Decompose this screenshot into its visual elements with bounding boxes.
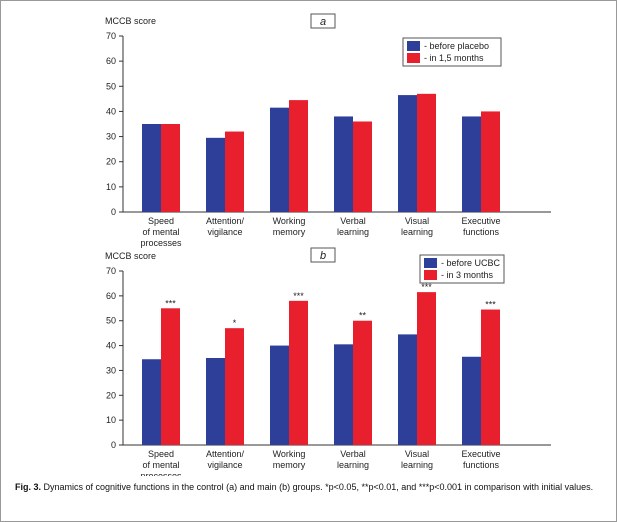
bar (481, 309, 500, 445)
x-tick-label: Verbal learning (337, 449, 369, 470)
legend-label: - before placebo (424, 41, 489, 51)
y-tick-label: 0 (111, 207, 116, 217)
y-tick-label: 30 (106, 132, 116, 142)
panel-label-box (310, 13, 336, 29)
y-tick-label: 40 (106, 106, 116, 116)
legend-label: - in 3 months (441, 270, 494, 280)
bar (462, 356, 481, 445)
x-tick-label: Visual learning (401, 216, 433, 237)
panel-label: b (320, 250, 326, 262)
bar (161, 124, 180, 212)
caption-label: Fig. 3. (15, 482, 42, 492)
panel-label-box (310, 247, 336, 263)
x-tick-label: Working memory (273, 449, 306, 470)
significance: *** (293, 291, 304, 301)
y-tick-label: 0 (111, 440, 116, 450)
caption-text: Dynamics of cognitive functions in the c… (43, 482, 594, 492)
bar (353, 121, 372, 212)
significance: * (233, 318, 237, 328)
y-axis-label: MCCB score (105, 16, 156, 26)
bar (417, 93, 436, 212)
bar (334, 344, 353, 445)
y-tick-label: 70 (106, 31, 116, 41)
legend-swatch (407, 53, 420, 63)
y-tick-label: 10 (106, 182, 116, 192)
bar (142, 359, 161, 445)
significance: *** (165, 298, 176, 308)
bar (206, 137, 225, 212)
legend-label: - in 1,5 months (424, 53, 484, 63)
bar (225, 328, 244, 445)
significance: ** (359, 311, 367, 321)
bar (289, 300, 308, 445)
y-axis-label: MCCB score (105, 251, 156, 261)
y-tick-label: 50 (106, 316, 116, 326)
x-tick-label: Working memory (273, 216, 306, 237)
x-tick-label: Executive functions (461, 216, 500, 237)
y-tick-label: 10 (106, 415, 116, 425)
y-tick-label: 20 (106, 157, 116, 167)
bar (289, 100, 308, 212)
legend-swatch (407, 41, 420, 51)
significance: *** (421, 282, 432, 292)
charts: MCCB score a 0 10 20 30 40 50 60 70 Speed of mental… (105, 13, 551, 481)
x-tick-label: Attention/vigilance (206, 449, 245, 470)
x-tick-label: Speed of mental processes (140, 449, 182, 476)
panel-label: a (320, 16, 326, 28)
x-tick-label: Verbal learning (337, 216, 369, 237)
legend-swatch (424, 258, 437, 268)
y-tick-label: 20 (106, 390, 116, 400)
x-tick-label: Attention/vigilance (206, 216, 245, 237)
bar (206, 358, 225, 445)
bar (481, 111, 500, 212)
bar (417, 292, 436, 445)
x-tick-label: Executive functions (461, 449, 500, 470)
bar (398, 95, 417, 212)
bar (398, 334, 417, 445)
bar (270, 345, 289, 445)
y-tick-label: 60 (106, 56, 116, 66)
y-tick-label: 40 (106, 341, 116, 351)
significance: *** (485, 300, 496, 310)
bar (161, 308, 180, 445)
bar (142, 124, 161, 212)
legend-label: - before UCBC (441, 258, 501, 268)
y-tick-label: 60 (106, 291, 116, 301)
x-tick-label: Visual learning (401, 449, 433, 470)
bar (270, 107, 289, 212)
bar (225, 131, 244, 212)
y-tick-label: 30 (106, 365, 116, 375)
bar (334, 116, 353, 212)
caption: Fig. 3. Dynamics of cognitive functions … (15, 481, 600, 493)
y-tick-label: 50 (106, 81, 116, 91)
bar (353, 320, 372, 445)
bar (462, 116, 481, 212)
x-tick-label: Speed of mental processes (140, 216, 182, 248)
legend-swatch (424, 270, 437, 280)
y-tick-label: 70 (106, 266, 116, 276)
